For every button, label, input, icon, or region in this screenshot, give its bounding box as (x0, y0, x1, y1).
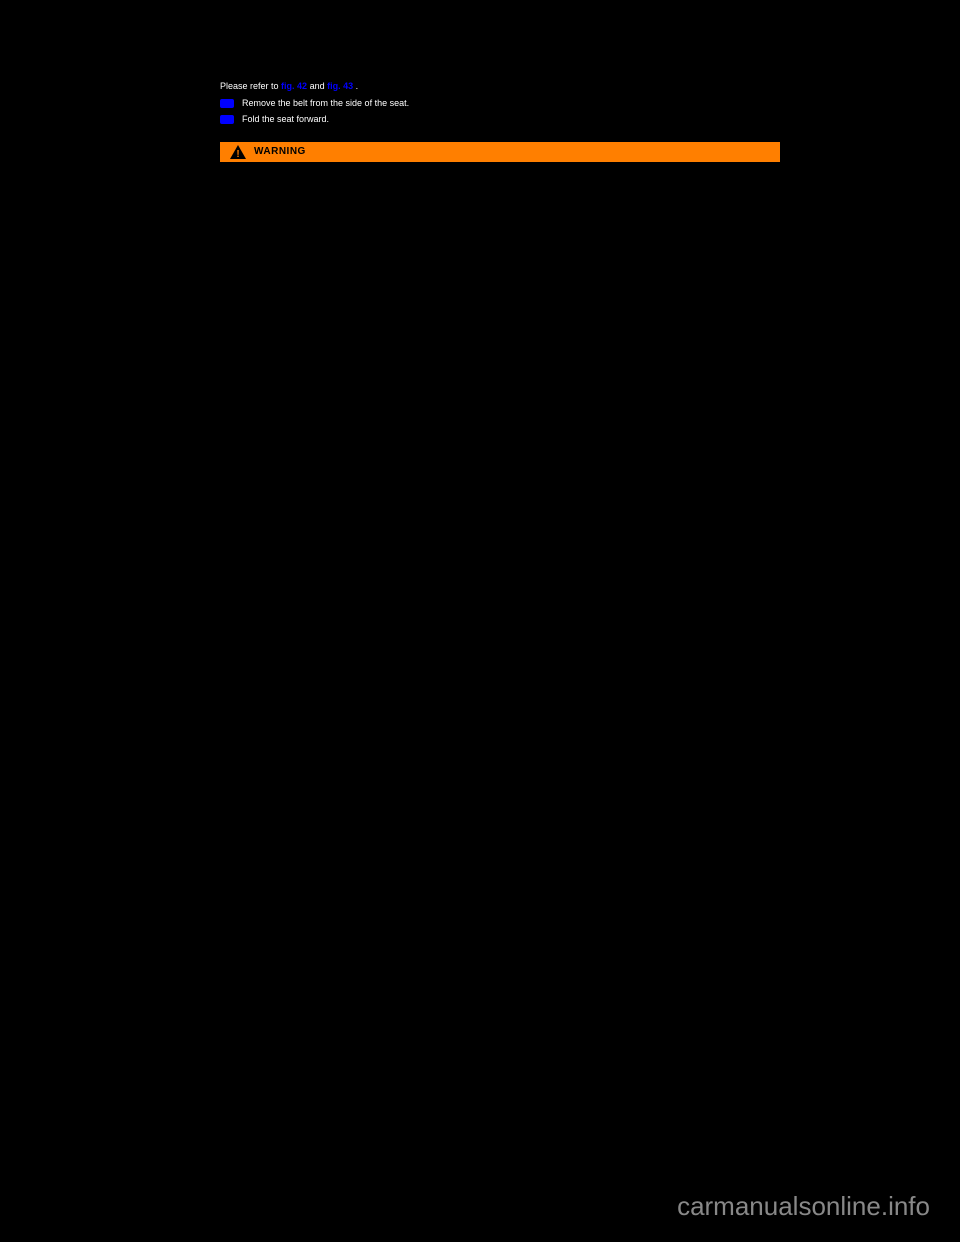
instructions-block: Please refer to fig. 42 and fig. 43 . Re… (220, 80, 780, 127)
text-and: and (310, 81, 328, 91)
text-refer-to: Please refer to (220, 81, 281, 91)
bullet-icon (220, 99, 234, 108)
bullet-text-2: Fold the seat forward. (242, 113, 329, 127)
page-content: Please refer to fig. 42 and fig. 43 . Re… (220, 80, 780, 162)
watermark: carmanualsonline.info (677, 1191, 930, 1222)
warning-label: WARNING (254, 146, 306, 157)
warning-bar: ! WARNING (220, 142, 780, 162)
svg-text:!: ! (236, 149, 239, 159)
bullet-row-2: Fold the seat forward. (220, 113, 780, 127)
bullet-row-1: Remove the belt from the side of the sea… (220, 97, 780, 111)
bullet-icon (220, 115, 234, 124)
instruction-line-1: Please refer to fig. 42 and fig. 43 . (220, 80, 780, 94)
text-period: . (356, 81, 359, 91)
fig-42-link[interactable]: fig. 42 (281, 81, 307, 91)
warning-triangle-icon: ! (230, 145, 246, 159)
fig-43-link[interactable]: fig. 43 (327, 81, 353, 91)
bullet-text-1: Remove the belt from the side of the sea… (242, 97, 409, 111)
